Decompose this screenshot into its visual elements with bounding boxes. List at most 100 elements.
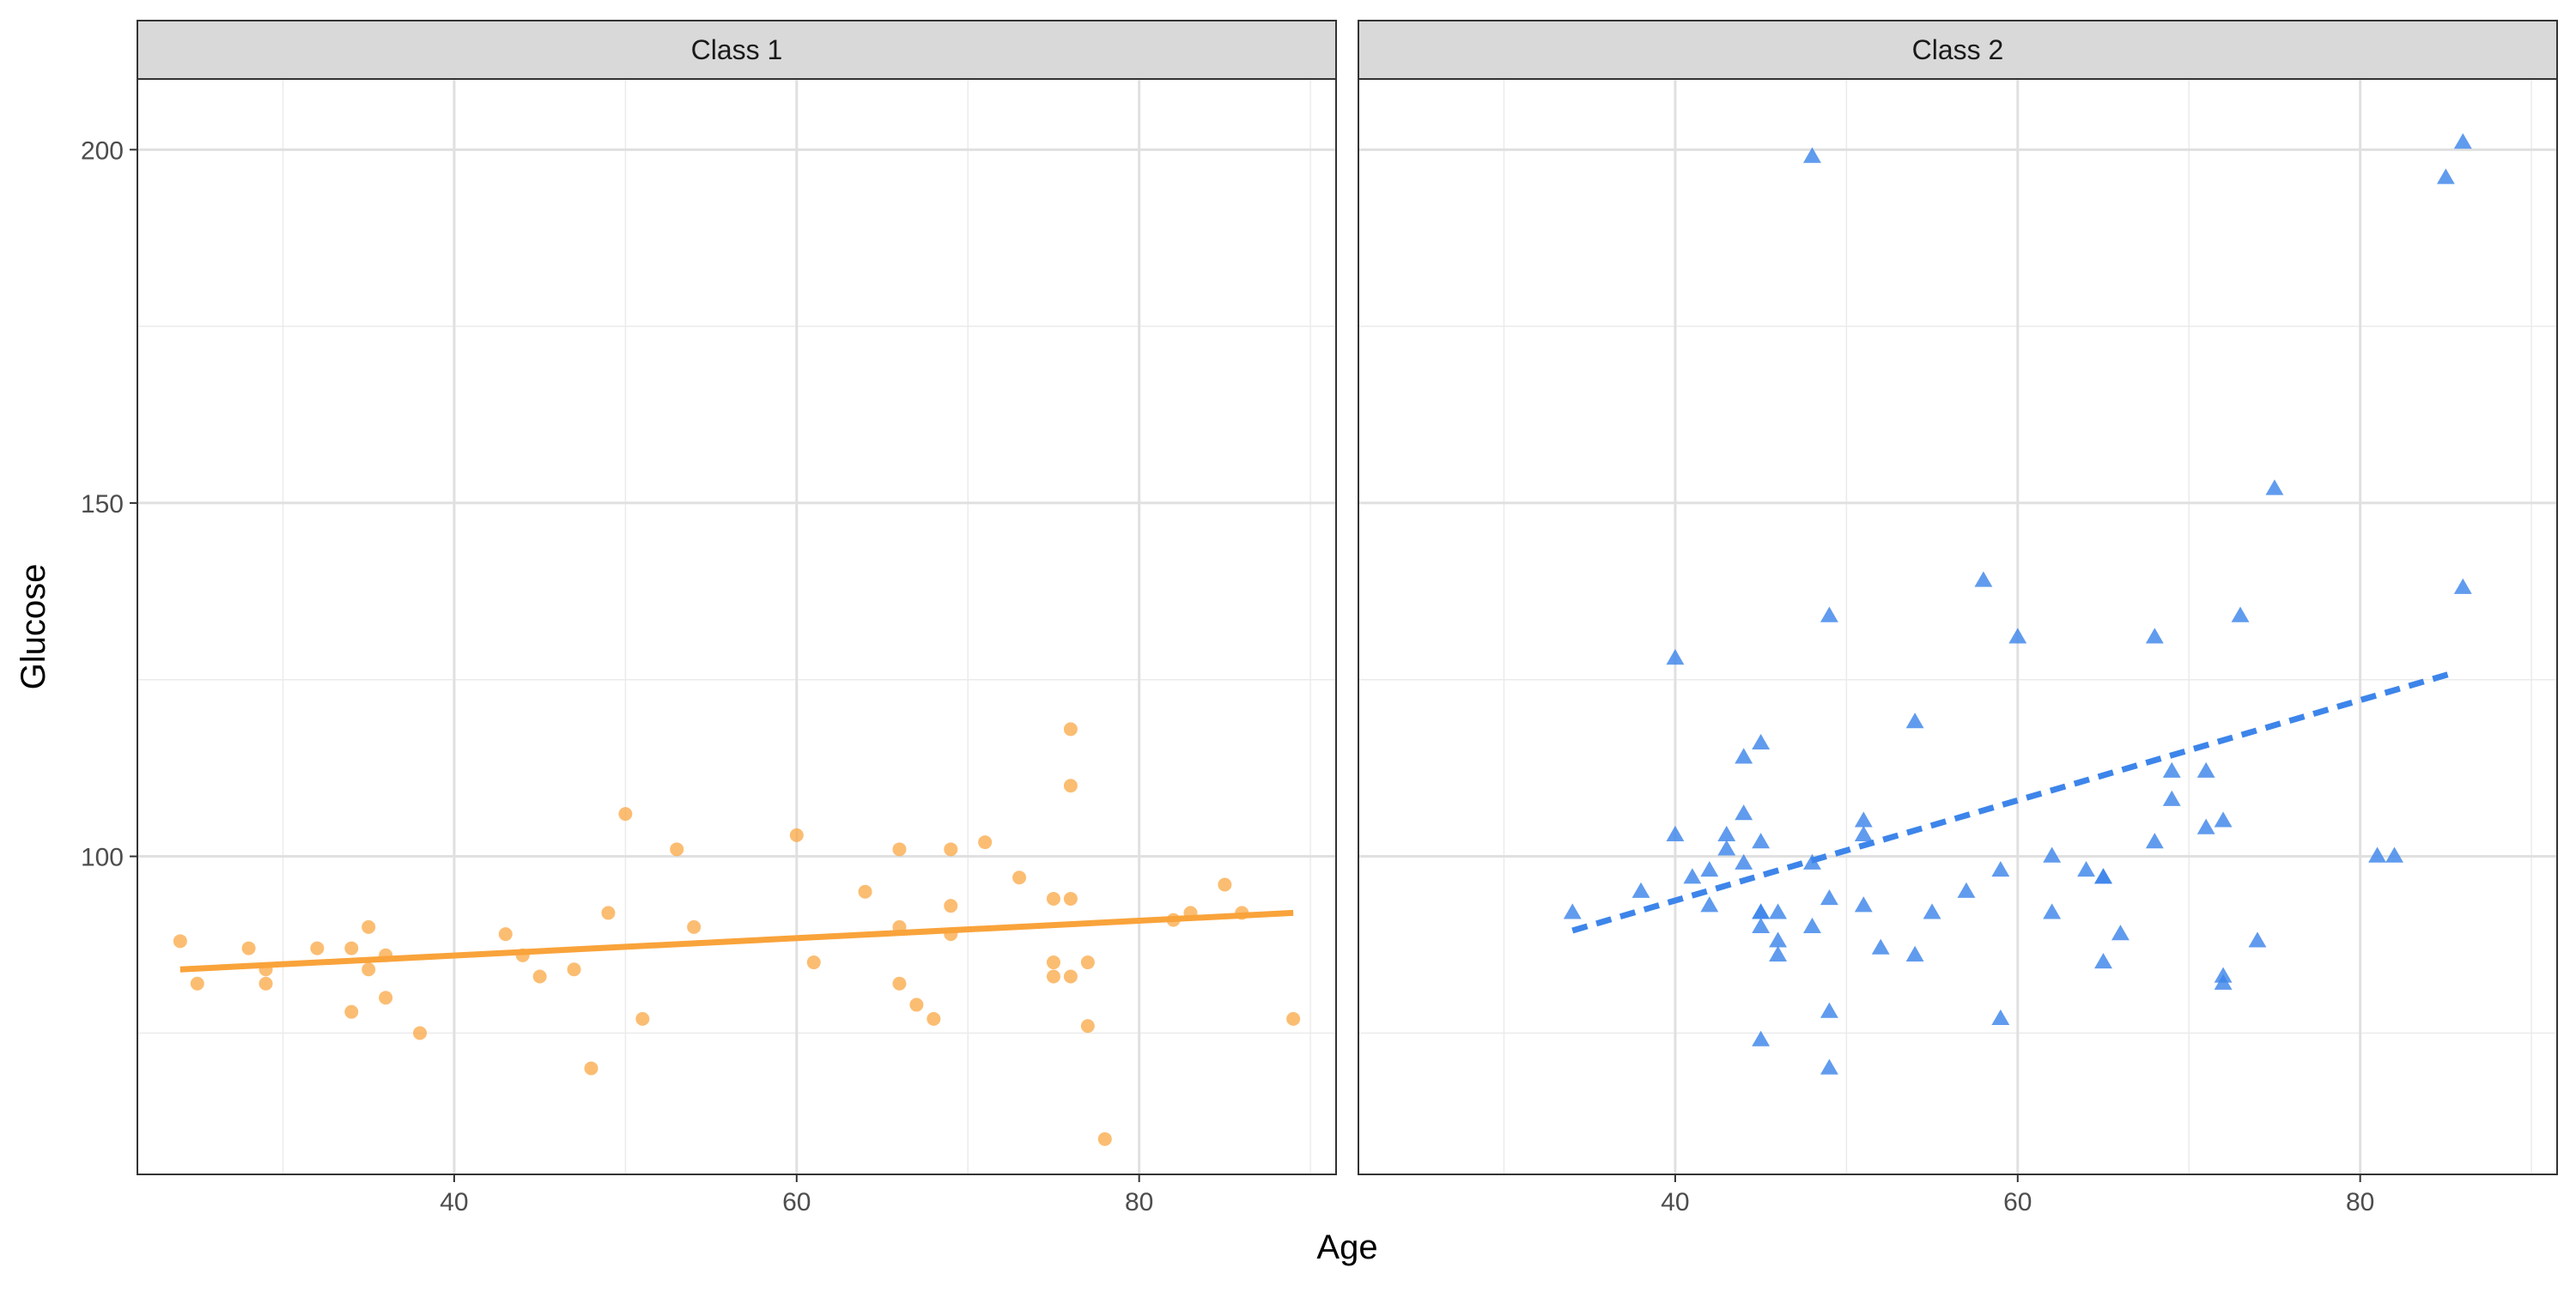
data-point (2094, 953, 2112, 969)
data-point (892, 976, 907, 991)
data-point (584, 1061, 598, 1076)
data-point (258, 976, 273, 991)
data-point (1957, 882, 1976, 898)
data-point (2196, 761, 2215, 778)
panels: Class 1 40 60 80 Class 2 40 60 80 (137, 20, 2558, 1216)
data-point (1752, 903, 1771, 919)
data-point (1991, 1009, 2010, 1026)
data-point (1218, 877, 1232, 892)
data-point (1769, 945, 1788, 961)
data-point (2385, 846, 2403, 863)
data-point (361, 962, 376, 977)
data-point (1631, 882, 1650, 898)
x-tick-label: 80 (2346, 1188, 2374, 1216)
data-point (1871, 938, 1890, 955)
data-point (2436, 168, 2455, 185)
data-point (173, 934, 187, 949)
data-point (601, 906, 616, 920)
data-point (1563, 903, 1582, 919)
data-point (978, 835, 993, 850)
data-point (927, 1011, 941, 1026)
data-point (2008, 628, 2027, 644)
data-point (379, 991, 393, 1005)
trend-line (1571, 670, 2456, 934)
data-point (1820, 889, 1838, 906)
data-point (892, 842, 907, 857)
data-point (2145, 628, 2164, 644)
data-point (1974, 571, 1993, 587)
panel-border (1358, 78, 2558, 1175)
data-point (1700, 896, 1719, 913)
data-point (909, 998, 924, 1012)
data-point (498, 927, 513, 942)
data-point (944, 842, 958, 857)
data-point (1752, 733, 1771, 749)
plot-background (1358, 79, 2557, 1174)
data-point (2453, 578, 2472, 594)
data-point (1854, 825, 1873, 842)
data-point (1063, 891, 1078, 906)
data-point (1286, 1011, 1301, 1026)
data-point (1854, 896, 1873, 913)
data-point (2453, 133, 2472, 149)
data-point (1905, 713, 1924, 729)
data-point (806, 955, 821, 970)
data-point (1046, 955, 1060, 970)
data-point (2162, 790, 2181, 806)
data-point (1683, 868, 1702, 884)
data-point (2265, 479, 2284, 495)
data-point (1666, 825, 1685, 842)
y-axis: 100 150 200 (81, 136, 137, 872)
data-point (789, 828, 804, 842)
data-point (670, 842, 684, 857)
data-point (190, 976, 204, 991)
data-point (1820, 606, 1838, 622)
data-point (1854, 811, 1873, 828)
data-point (361, 919, 376, 934)
data-point (532, 969, 547, 984)
data-point (1735, 804, 1753, 821)
data-point (241, 941, 256, 955)
facet-strip-label: Class 2 (1912, 34, 2004, 65)
facet-panel: Class 1 40 60 80 (137, 20, 1337, 1216)
data-point (1097, 1131, 1112, 1146)
data-point (1700, 861, 1719, 877)
data-point (344, 941, 359, 955)
data-point (1905, 945, 1924, 961)
facet-strip-label: Class 1 (691, 34, 783, 65)
data-point (1717, 840, 1736, 856)
data-point (1752, 833, 1771, 849)
data-point (1080, 955, 1095, 970)
x-tick-label: 40 (1661, 1188, 1689, 1216)
data-point (2043, 903, 2062, 919)
x-tick-label: 40 (440, 1188, 468, 1216)
data-point (2248, 931, 2267, 948)
data-point (944, 899, 958, 913)
data-point (1046, 969, 1060, 984)
data-point (2094, 868, 2112, 884)
data-point (1012, 870, 1027, 885)
data-point (1080, 1019, 1095, 1034)
plot-background (137, 79, 1336, 1174)
data-point (1046, 891, 1060, 906)
data-point (2214, 811, 2233, 828)
trend-line (179, 909, 1294, 973)
y-tick-label: 200 (81, 136, 124, 165)
data-point (413, 1026, 428, 1040)
x-tick-label: 80 (1125, 1188, 1153, 1216)
data-point (344, 1004, 359, 1019)
data-point (1063, 779, 1078, 793)
data-point (2077, 861, 2096, 877)
data-point (1717, 825, 1736, 842)
facet-strip (137, 20, 1337, 80)
data-point (2368, 846, 2387, 863)
data-point (2196, 818, 2215, 834)
facet-panel: Class 2 40 60 80 (1358, 20, 2558, 1216)
data-point (1769, 931, 1788, 948)
data-point (1666, 649, 1685, 665)
data-point (2145, 833, 2164, 849)
data-point (858, 884, 872, 899)
data-point (567, 962, 581, 977)
data-point (1820, 1058, 1838, 1075)
